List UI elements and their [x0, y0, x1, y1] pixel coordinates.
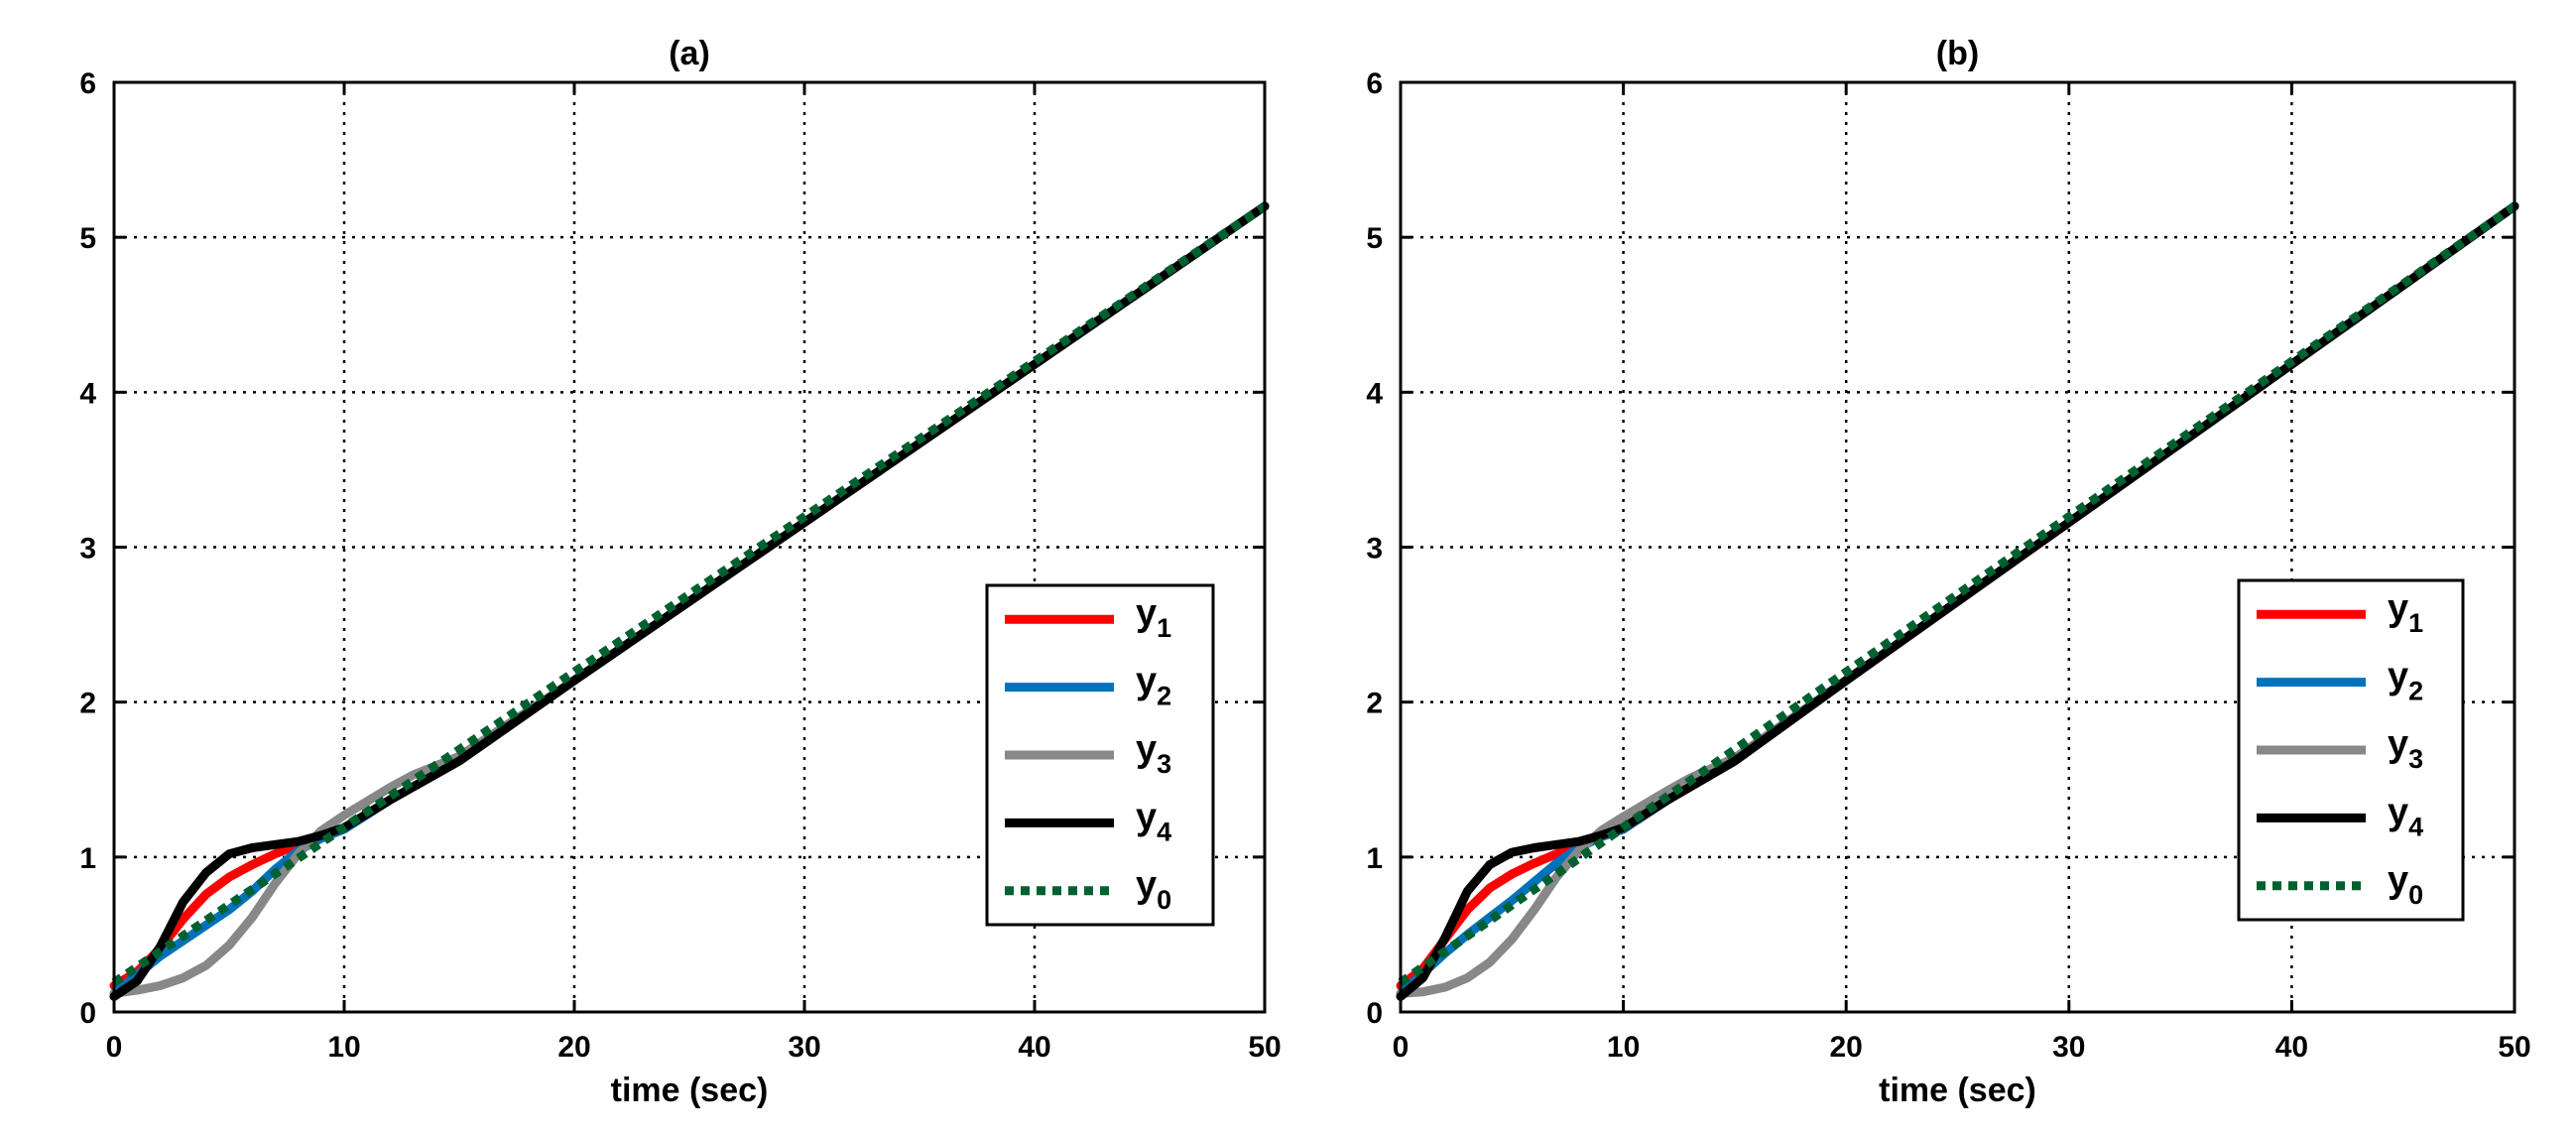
- y-tick-label: 1: [1366, 842, 1383, 875]
- y-tick-label: 3: [1366, 533, 1383, 566]
- legend-subscript: 3: [1157, 749, 1171, 779]
- series-group: [1396, 201, 2519, 1001]
- x-axis-label: time (sec): [611, 1072, 769, 1109]
- x-tick-label: 30: [788, 1031, 820, 1064]
- y-tick-label: 0: [1366, 997, 1383, 1030]
- legend-subscript: 0: [1157, 885, 1171, 915]
- legend-subscript: 1: [1157, 613, 1171, 643]
- legend-subscript: 3: [2408, 744, 2423, 774]
- chart-title: (a): [669, 35, 710, 72]
- series-line-y4: [109, 201, 1270, 1001]
- y-tick-label: 6: [79, 67, 96, 100]
- x-tick-label: 30: [2052, 1031, 2085, 1064]
- x-axis-label: time (sec): [1879, 1072, 2036, 1109]
- legend-subscript: 1: [2408, 608, 2423, 638]
- series-group: [109, 201, 1270, 1001]
- y-tick-label: 0: [79, 997, 96, 1030]
- legend-subscript: 2: [1157, 682, 1171, 711]
- legend-subscript: 2: [2408, 677, 2423, 706]
- x-tick-label: 0: [106, 1031, 123, 1064]
- y-tick-label: 2: [1366, 688, 1383, 720]
- x-tick-label: 50: [1248, 1031, 1281, 1064]
- y-tick-label: 3: [79, 533, 96, 566]
- legend-subscript: 4: [2408, 812, 2423, 841]
- series-line-y0: [1398, 202, 2517, 986]
- x-tick-label: 0: [1393, 1031, 1410, 1064]
- y-tick-label: 2: [79, 688, 96, 720]
- y-tick-label: 1: [79, 842, 96, 875]
- y-tick-label: 4: [79, 377, 96, 410]
- legend-subscript: 0: [2408, 880, 2423, 910]
- legend-subscript: 4: [1157, 817, 1171, 846]
- y-tick-label: 4: [1366, 377, 1383, 410]
- y-tick-label: 6: [1366, 67, 1383, 100]
- series-line-y4: [1396, 201, 2519, 1001]
- x-tick-label: 10: [1607, 1031, 1640, 1064]
- y-tick-label: 5: [1366, 222, 1383, 255]
- x-tick-label: 40: [2275, 1031, 2308, 1064]
- x-tick-label: 40: [1018, 1031, 1050, 1064]
- y-tick-label: 5: [79, 222, 96, 255]
- x-tick-label: 10: [327, 1031, 360, 1064]
- x-tick-label: 20: [557, 1031, 590, 1064]
- chart-title: (b): [1936, 35, 1979, 72]
- x-tick-label: 20: [1830, 1031, 1863, 1064]
- x-tick-label: 50: [2498, 1031, 2530, 1064]
